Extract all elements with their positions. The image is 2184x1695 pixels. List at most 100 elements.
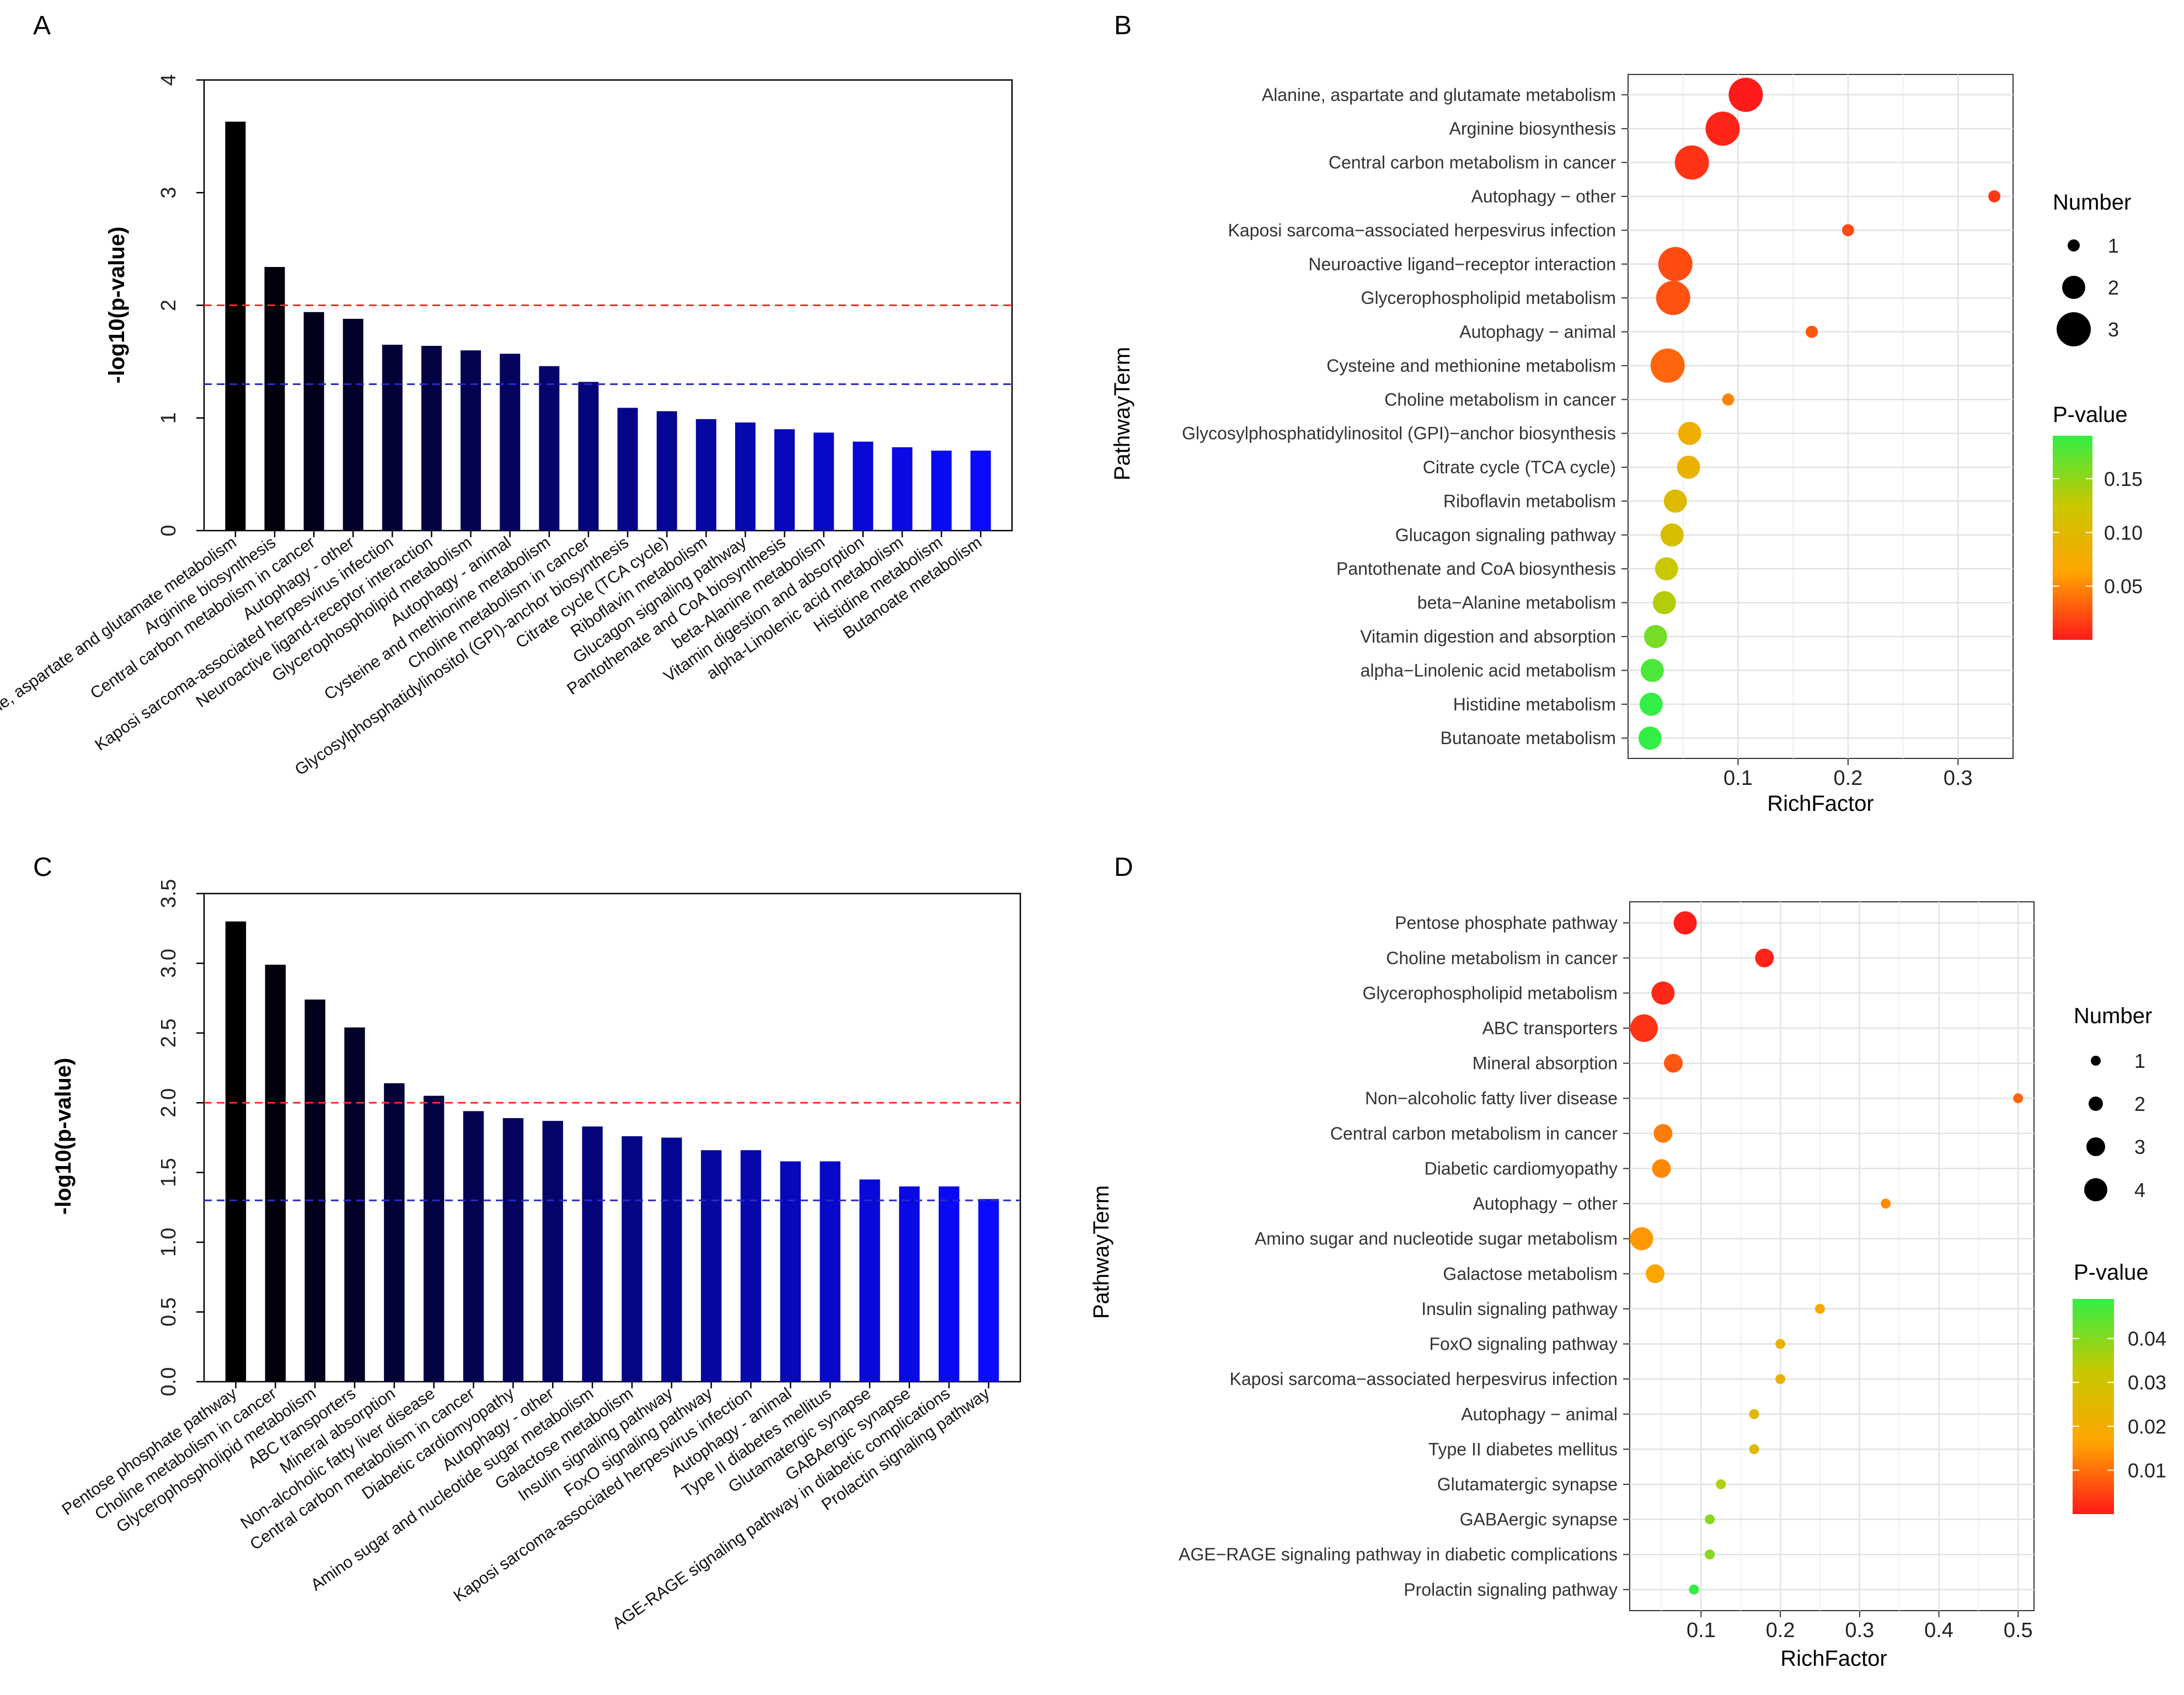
bar xyxy=(820,1161,841,1382)
y-tick-label: Amino sugar and nucleotide sugar metabol… xyxy=(1255,1229,1618,1249)
bar xyxy=(382,344,403,531)
size-legend-dot xyxy=(2091,1056,2101,1066)
y-tick-label: Central carbon metabolism in cancer xyxy=(1330,1124,1618,1143)
y-tick-label: Pentose phosphate pathway xyxy=(1395,913,1618,933)
bar xyxy=(542,1121,563,1382)
y-tick-label: Autophagy − animal xyxy=(1461,1404,1618,1424)
bar xyxy=(931,450,952,531)
data-point xyxy=(1638,726,1662,750)
y-tick-label: Glycosylphosphatidylinositol (GPI)−ancho… xyxy=(1182,424,1616,443)
data-point xyxy=(1674,145,1709,180)
bar xyxy=(303,312,324,531)
y-tick-label: 2 xyxy=(157,300,180,311)
bar xyxy=(463,1111,484,1382)
bar xyxy=(853,441,874,531)
y-axis-title: -log10(p-value) xyxy=(105,227,129,383)
y-tick-label: 1.5 xyxy=(157,1158,180,1187)
bar xyxy=(617,408,638,531)
data-point xyxy=(1644,625,1667,649)
y-tick-label: Autophagy − other xyxy=(1473,1194,1618,1213)
size-legend-dot xyxy=(2084,1178,2107,1201)
data-point xyxy=(1652,1159,1671,1178)
y-tick-label: Type II diabetes mellitus xyxy=(1428,1439,1618,1459)
bar-chart-c: C 0.0 0.5 1.0 1.5 2.0 2.5 3.0 3.5 -log10(p-value)… xyxy=(33,853,1021,1633)
data-point xyxy=(1775,1374,1786,1384)
data-point xyxy=(1705,1514,1715,1525)
y-tick-label: 1.0 xyxy=(157,1228,180,1257)
bar xyxy=(304,999,325,1382)
data-point xyxy=(1881,1199,1891,1209)
panel-letter: B xyxy=(1114,11,1132,40)
y-tick-label: alpha−Linolenic acid metabolism xyxy=(1361,660,1616,680)
plot-border xyxy=(203,892,1021,1383)
data-point xyxy=(1775,1339,1786,1349)
y-tick-label: beta−Alanine metabolism xyxy=(1417,593,1616,613)
size-legend-title: Number xyxy=(2053,190,2131,215)
data-point xyxy=(1652,591,1676,614)
y-tick-label: Galactose metabolism xyxy=(1443,1264,1618,1284)
size-legend-label: 3 xyxy=(2108,318,2119,341)
y-tick-label: Prolactin signaling pathway xyxy=(1404,1580,1618,1600)
data-point xyxy=(1645,1264,1664,1284)
bar xyxy=(500,354,521,531)
color-legend-title: P-value xyxy=(2053,403,2128,427)
size-legend-label: 2 xyxy=(2108,276,2119,299)
data-point xyxy=(1653,1124,1673,1143)
data-point xyxy=(1678,421,1701,445)
data-point xyxy=(1705,1549,1715,1560)
y-tick-label: Choline metabolism in cancer xyxy=(1384,389,1616,409)
bar xyxy=(265,964,286,1382)
bar xyxy=(384,1083,405,1382)
bubble-chart-b: B 0.1 0.2 0.3 Alanine, aspartate and glutama… xyxy=(1110,11,2143,816)
y-axis-title: -log10(p-value) xyxy=(51,1058,76,1215)
plot-panel xyxy=(1629,901,2035,1611)
data-point xyxy=(1630,1227,1653,1250)
bar xyxy=(774,429,795,531)
panel-letter: C xyxy=(33,853,52,882)
y-tick-label: Glutamatergic synapse xyxy=(1437,1474,1618,1494)
y-tick-label: ABC transporters xyxy=(1482,1018,1618,1038)
y-tick-label: Diabetic cardiomyopathy xyxy=(1425,1158,1618,1178)
panel-letter: D xyxy=(1114,853,1133,882)
y-tick-label: AGE−RAGE signaling pathway in diabetic c… xyxy=(1179,1544,1618,1564)
y-tick-label: 0.5 xyxy=(157,1297,180,1327)
y-tick-label: Choline metabolism in cancer xyxy=(1386,948,1618,968)
data-point xyxy=(1639,692,1663,716)
color-bar-label: 0.03 xyxy=(2128,1371,2166,1394)
y-tick-label: Glycerophospholipid metabolism xyxy=(1363,983,1618,1003)
data-point xyxy=(1664,1054,1683,1073)
x-tick-label: 0.1 xyxy=(1687,1619,1716,1642)
size-legend-label: 2 xyxy=(2134,1093,2145,1115)
bar xyxy=(578,382,599,531)
bar xyxy=(939,1186,960,1382)
y-tick-label: Glycerophospholipid metabolism xyxy=(1361,288,1616,308)
y-tick-label: Glucagon signaling pathway xyxy=(1395,525,1616,545)
bar xyxy=(461,350,481,531)
data-point xyxy=(1640,659,1664,682)
bar xyxy=(970,450,991,531)
bar xyxy=(695,419,716,531)
y-tick-label: Autophagy − other xyxy=(1471,186,1616,206)
x-tick-label: 0.3 xyxy=(1944,767,1973,790)
data-point xyxy=(1728,77,1763,112)
y-tick-label: Histidine metabolism xyxy=(1453,694,1616,714)
data-point xyxy=(1663,489,1687,513)
x-axis-title: RichFactor xyxy=(1780,1646,1887,1671)
color-bar-label: 0.10 xyxy=(2104,521,2143,544)
bar xyxy=(661,1137,682,1382)
color-bar-label: 0.02 xyxy=(2128,1415,2166,1438)
bar xyxy=(859,1179,880,1382)
x-tick-label: 0.2 xyxy=(1766,1619,1795,1642)
bar xyxy=(421,346,442,531)
bar xyxy=(735,422,756,531)
size-legend-dot xyxy=(2057,312,2091,346)
data-point xyxy=(2013,1093,2024,1104)
y-tick-label: 0 xyxy=(157,525,180,536)
bar xyxy=(424,1095,445,1382)
bar xyxy=(899,1186,920,1382)
data-point xyxy=(1749,1444,1759,1455)
y-tick-label: Pantothenate and CoA biosynthesis xyxy=(1336,559,1616,579)
bar xyxy=(344,1027,365,1382)
panel-letter: A xyxy=(33,11,51,40)
